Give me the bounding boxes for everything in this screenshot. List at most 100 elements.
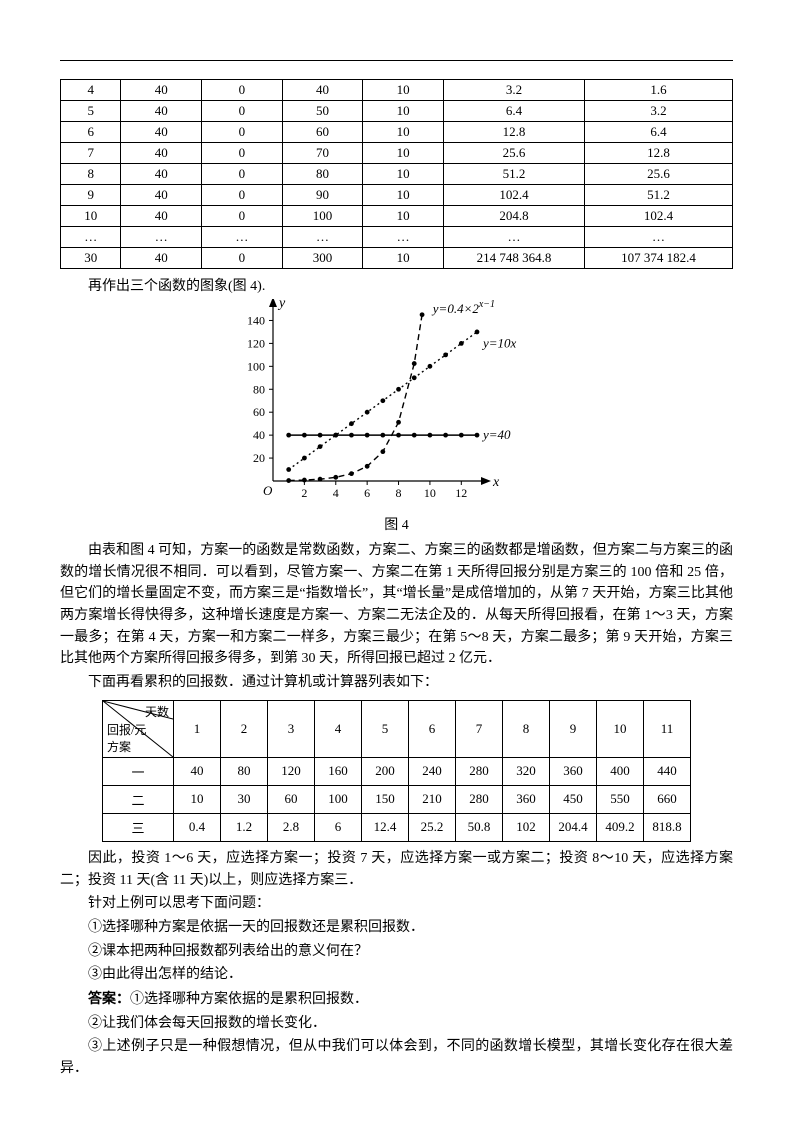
table-cell: 100 [315, 785, 362, 813]
table-cell: 360 [550, 757, 597, 785]
table-cell: 50 [282, 101, 363, 122]
table-cell: 2.8 [268, 813, 315, 841]
svg-text:80: 80 [253, 382, 265, 396]
table-cell: 40 [121, 248, 202, 269]
table-cell: 100 [282, 206, 363, 227]
table-cell: 70 [282, 143, 363, 164]
table-cell: 6.4 [585, 122, 733, 143]
table-cell: 40 [121, 122, 202, 143]
day-header: 9 [550, 700, 597, 757]
table-row: 二103060100150210280360450550660 [103, 785, 691, 813]
day-header: 11 [644, 700, 691, 757]
table-cell: 440 [644, 757, 691, 785]
table-cell: 30 [221, 785, 268, 813]
top-rule [60, 60, 733, 61]
table-cell: … [202, 227, 283, 248]
table-cell: 204.8 [443, 206, 584, 227]
table-cell: 120 [268, 757, 315, 785]
paragraph-analysis: 由表和图 4 可知，方案一的函数是常数函数，方案二、方案三的函数都是增函数，但方… [60, 540, 733, 670]
table-cell: 6 [61, 122, 121, 143]
chart-container: 2468101220406080100120140Oxyy=40y=10xy=0… [60, 299, 733, 534]
svg-text:2: 2 [301, 486, 307, 500]
growth-chart: 2468101220406080100120140Oxyy=40y=10xy=0… [227, 299, 567, 509]
plan-label: 一 [103, 757, 174, 785]
table-row: ………………… [61, 227, 733, 248]
table-cell: 50.8 [456, 813, 503, 841]
svg-text:O: O [263, 483, 273, 498]
table-cell: 40 [121, 143, 202, 164]
table-cell: 51.2 [585, 185, 733, 206]
svg-text:40: 40 [253, 428, 265, 442]
svg-text:4: 4 [332, 486, 338, 500]
table-cell: 0 [202, 206, 283, 227]
question-1: ①选择哪种方案是依据一天的回报数还是累积回报数． [60, 917, 733, 939]
table-cell: 80 [221, 757, 268, 785]
table-cell: 0 [202, 185, 283, 206]
table-cell: 10 [363, 206, 444, 227]
table-cell: 40 [174, 757, 221, 785]
table-row: 3040030010214 748 364.8107 374 182.4 [61, 248, 733, 269]
table-cell: 280 [456, 785, 503, 813]
day-header: 10 [597, 700, 644, 757]
table-cell: 10 [363, 122, 444, 143]
table-cell: 12.8 [443, 122, 584, 143]
table-cell: 4 [61, 80, 121, 101]
table-cell: 6.4 [443, 101, 584, 122]
paragraph-cumulative-intro: 下面再看累积的回报数．通过计算机或计算器列表如下： [60, 672, 733, 694]
table-cell: 1.2 [221, 813, 268, 841]
table-cell: 10 [363, 143, 444, 164]
day-header: 5 [362, 700, 409, 757]
table-cell: 6 [315, 813, 362, 841]
table-cell: 25.6 [585, 164, 733, 185]
table-cell: 0 [202, 143, 283, 164]
table-cell: 214 748 364.8 [443, 248, 584, 269]
table-cell: 40 [121, 80, 202, 101]
table-cell: 0 [202, 122, 283, 143]
figure-label: 图 4 [60, 514, 733, 534]
table-cell: … [121, 227, 202, 248]
table-cell: 12.8 [585, 143, 733, 164]
table-cell: 60 [282, 122, 363, 143]
table-cell: 320 [503, 757, 550, 785]
table-cell: 40 [121, 206, 202, 227]
table-cell: 0.4 [174, 813, 221, 841]
table-cell: 3.2 [585, 101, 733, 122]
svg-text:100: 100 [247, 359, 265, 373]
plan-label: 三 [103, 813, 174, 841]
table-cell: 200 [362, 757, 409, 785]
table-cell: 30 [61, 248, 121, 269]
svg-text:12: 12 [455, 486, 467, 500]
header-plan: 方案 [107, 738, 131, 755]
day-header: 6 [409, 700, 456, 757]
day-header: 3 [268, 700, 315, 757]
day-header: 8 [503, 700, 550, 757]
table-cell: 360 [503, 785, 550, 813]
table-cell: 0 [202, 164, 283, 185]
svg-text:60: 60 [253, 405, 265, 419]
table-cell: 240 [409, 757, 456, 785]
table-cell: 10 [363, 185, 444, 206]
answer-line-1: 答案：①选择哪种方案依据的是累积回报数． [60, 988, 733, 1011]
svg-text:140: 140 [247, 313, 265, 327]
table-cell: 300 [282, 248, 363, 269]
table-cell: 400 [597, 757, 644, 785]
table-cell: 40 [282, 80, 363, 101]
header-days: 天数 [145, 703, 169, 720]
table-cell: … [363, 227, 444, 248]
table-cell: 102.4 [585, 206, 733, 227]
table-cell: 409.2 [597, 813, 644, 841]
table-cell: 25.2 [409, 813, 456, 841]
table-cell: 450 [550, 785, 597, 813]
table-cell: 5 [61, 101, 121, 122]
svg-text:y=40: y=40 [481, 427, 511, 442]
table-cell: 280 [456, 757, 503, 785]
svg-text:120: 120 [247, 336, 265, 350]
table-row: 94009010102.451.2 [61, 185, 733, 206]
table-cell: 550 [597, 785, 644, 813]
svg-text:y=0.4×2x−1: y=0.4×2x−1 [430, 299, 494, 316]
cumulative-return-table: 天数回报/元方案1234567891011一408012016020024028… [102, 700, 691, 842]
answer-3: ③上述例子只是一种假想情况，但从中我们可以体会到，不同的函数增长模型，其增长变化… [60, 1039, 733, 1076]
table-cell: … [282, 227, 363, 248]
table-cell: 51.2 [443, 164, 584, 185]
day-header: 1 [174, 700, 221, 757]
